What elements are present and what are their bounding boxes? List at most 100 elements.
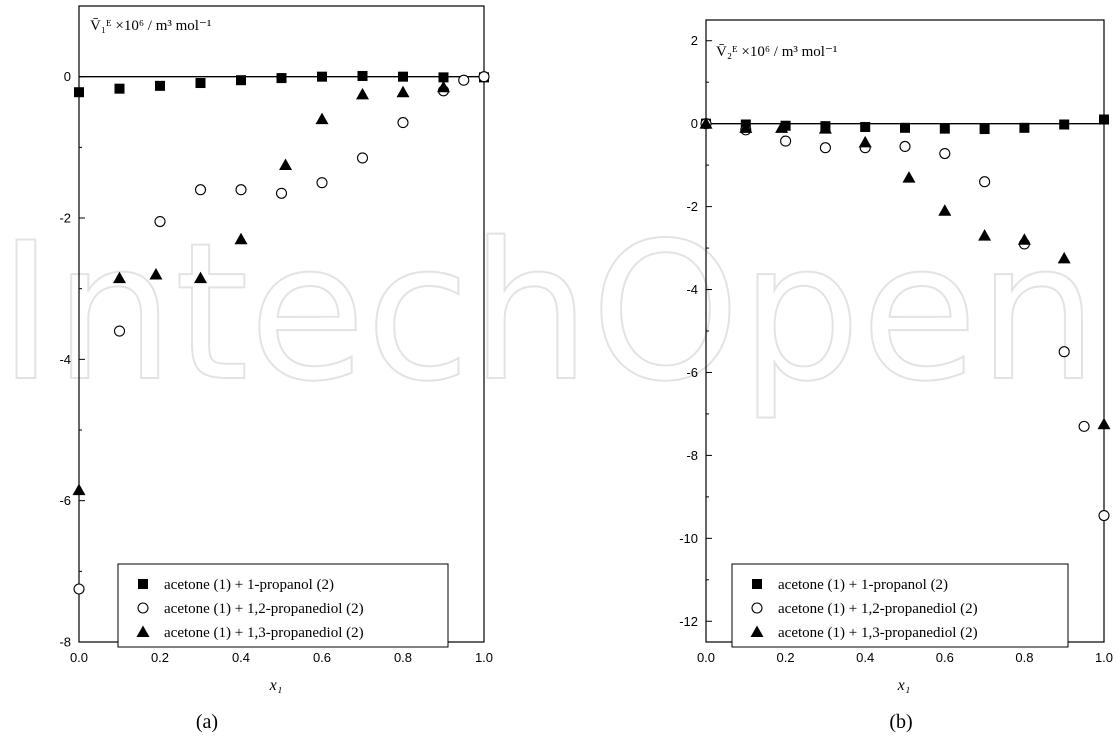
y-tick-label: 2 (691, 33, 698, 48)
data-point (194, 271, 207, 284)
data-point (699, 117, 713, 129)
data-point (279, 158, 293, 170)
data-point (194, 184, 207, 196)
legend-label: acetone (1) + 1,3-propanediol (2) (778, 625, 978, 641)
data-point (1058, 346, 1070, 358)
chart-panel-a: 0.0 0.2 0.4 0.6 0.8 1.0 0 -2 -4 -6 -8 V̄₁ᴱ ×10⁶ / m… (59, 5, 493, 733)
legend-label: acetone (1) + 1,2-propanediol (2) (164, 601, 364, 617)
data-point (1017, 233, 1031, 245)
y-tick-label: 0 (691, 116, 698, 131)
legend-marker (138, 579, 148, 589)
data-point (397, 117, 409, 129)
data-point (396, 85, 410, 98)
data-point (939, 123, 950, 134)
data-point (819, 142, 831, 154)
data-point (818, 122, 832, 134)
data-point (316, 177, 328, 189)
y-tick-label: -8 (686, 448, 698, 463)
data-point (195, 78, 206, 89)
data-point (149, 268, 163, 280)
data-point (235, 184, 247, 196)
series-1 (74, 70, 489, 98)
data-point (938, 204, 952, 216)
x-tick-label: 0.0 (697, 650, 715, 665)
data-point (113, 271, 126, 284)
data-point (780, 135, 792, 147)
chart-panel-b: 0.0 0.2 0.4 0.6 0.8 1.0 2 0 -2 -4 -6 -8 -10 -12 V̄₂ᴱ ×… (679, 19, 1113, 733)
data-point (437, 80, 450, 93)
y-tick-label: 0 (64, 69, 71, 84)
x-tick-label: 0.6 (313, 650, 331, 665)
data-point (356, 87, 369, 100)
data-point (900, 122, 910, 133)
data-point (1059, 119, 1070, 130)
data-point (899, 140, 911, 153)
x-tick-label: 1.0 (475, 650, 493, 665)
series-2 (700, 118, 1110, 522)
x-tick-label: 0.4 (856, 650, 874, 665)
legend-label: acetone (1) + 1-propanol (2) (778, 577, 948, 593)
data-point (73, 583, 85, 595)
data-point (478, 71, 490, 83)
data-point (315, 112, 329, 125)
legend-marker (137, 602, 149, 614)
data-point (739, 121, 753, 133)
data-point (780, 120, 791, 131)
x-tick-label: 0.8 (1015, 650, 1033, 665)
data-point (860, 121, 871, 132)
data-point (1057, 251, 1071, 264)
data-point (1098, 509, 1110, 522)
data-point (72, 483, 86, 496)
panel-label: (b) (889, 711, 912, 733)
data-point (1099, 114, 1109, 125)
data-point (902, 171, 916, 183)
data-point (357, 70, 368, 81)
y-tick-label: -12 (679, 614, 698, 629)
legend-label: acetone (1) + 1-propanol (2) (164, 577, 334, 593)
y-tick-label: -8 (59, 635, 71, 650)
data-point (234, 232, 248, 245)
data-point (275, 187, 288, 199)
legend-box (731, 563, 1069, 648)
series-3 (699, 117, 1111, 430)
data-point (276, 73, 287, 84)
legend: acetone (1) + 1-propanol (2) acetone (1) … (731, 563, 1069, 648)
legend-label: acetone (1) + 1,2-propanediol (2) (778, 601, 978, 617)
data-point (154, 215, 166, 228)
data-point (398, 71, 408, 82)
y-tick-label: -6 (686, 365, 698, 380)
x-tick-label: 0.2 (777, 650, 795, 665)
x-tick-label: 0.0 (70, 650, 88, 665)
data-point (1097, 417, 1111, 430)
legend-marker (136, 625, 150, 637)
x-tick-label: 0.4 (232, 650, 250, 665)
legend-marker (751, 602, 763, 614)
y-axis-label: V̄₁ᴱ ×10⁶ / m³ mol⁻¹ (90, 18, 211, 34)
legend-box (117, 563, 449, 648)
legend: acetone (1) + 1-propanol (2) acetone (1) … (117, 563, 449, 648)
watermark-text: IntechOpen (0, 202, 1098, 423)
legend-marker (750, 625, 764, 637)
data-point (458, 74, 470, 86)
data-point (1078, 420, 1090, 432)
data-point (775, 121, 789, 133)
y-tick-label: -10 (679, 531, 698, 546)
data-point (939, 147, 951, 160)
data-point (236, 75, 246, 86)
data-point (438, 72, 449, 83)
series-3 (72, 80, 450, 496)
x-tick-label: 0.8 (394, 650, 412, 665)
y-tick-label: -4 (686, 282, 698, 297)
data-point (1019, 122, 1030, 133)
y-tick-label: -6 (59, 493, 71, 508)
panel-label: (a) (196, 711, 218, 733)
data-point (858, 135, 872, 148)
data-point (356, 152, 369, 164)
x-tick-label: 1.0 (1095, 650, 1113, 665)
x-tick-label: 0.2 (151, 650, 169, 665)
data-point (317, 71, 327, 82)
x-axis-label: x₁ (269, 677, 283, 694)
y-tick-label: -4 (59, 352, 71, 367)
y-axis-label: V̄₂ᴱ ×10⁶ / m³ mol⁻¹ (716, 44, 837, 60)
